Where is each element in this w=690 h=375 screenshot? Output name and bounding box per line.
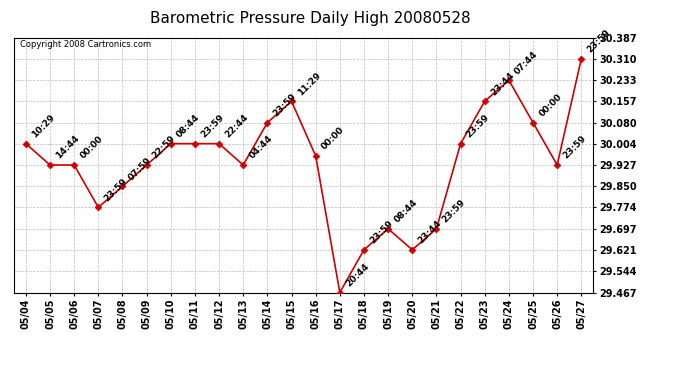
Text: 07:59: 07:59 [127,156,153,182]
Text: 20:44: 20:44 [344,262,371,288]
Text: Copyright 2008 Cartronics.com: Copyright 2008 Cartronics.com [19,40,150,49]
Text: 22:44: 22:44 [224,113,250,140]
Text: 07:44: 07:44 [513,49,540,76]
Text: 00:00: 00:00 [79,135,105,161]
Text: 14:44: 14:44 [55,134,81,161]
Text: 10:29: 10:29 [30,113,57,140]
Text: 08:44: 08:44 [393,198,419,225]
Text: 08:44: 08:44 [175,113,201,140]
Text: 11:29: 11:29 [296,70,322,97]
Text: 23:59: 23:59 [368,219,395,246]
Text: 23:59: 23:59 [465,113,491,140]
Text: 23:59: 23:59 [562,134,588,161]
Text: 23:59: 23:59 [199,113,226,140]
Text: Barometric Pressure Daily High 20080528: Barometric Pressure Daily High 20080528 [150,11,471,26]
Text: 23:59: 23:59 [272,92,298,118]
Text: 00:00: 00:00 [538,92,564,118]
Text: 23:44: 23:44 [489,70,515,97]
Text: 22:59: 22:59 [151,134,177,161]
Text: 23:59: 23:59 [586,28,612,55]
Text: 23:59: 23:59 [103,177,129,203]
Text: 23:44: 23:44 [417,219,443,246]
Text: 23:59: 23:59 [441,198,467,225]
Text: 00:00: 00:00 [320,125,346,152]
Text: 04:44: 04:44 [248,134,274,161]
